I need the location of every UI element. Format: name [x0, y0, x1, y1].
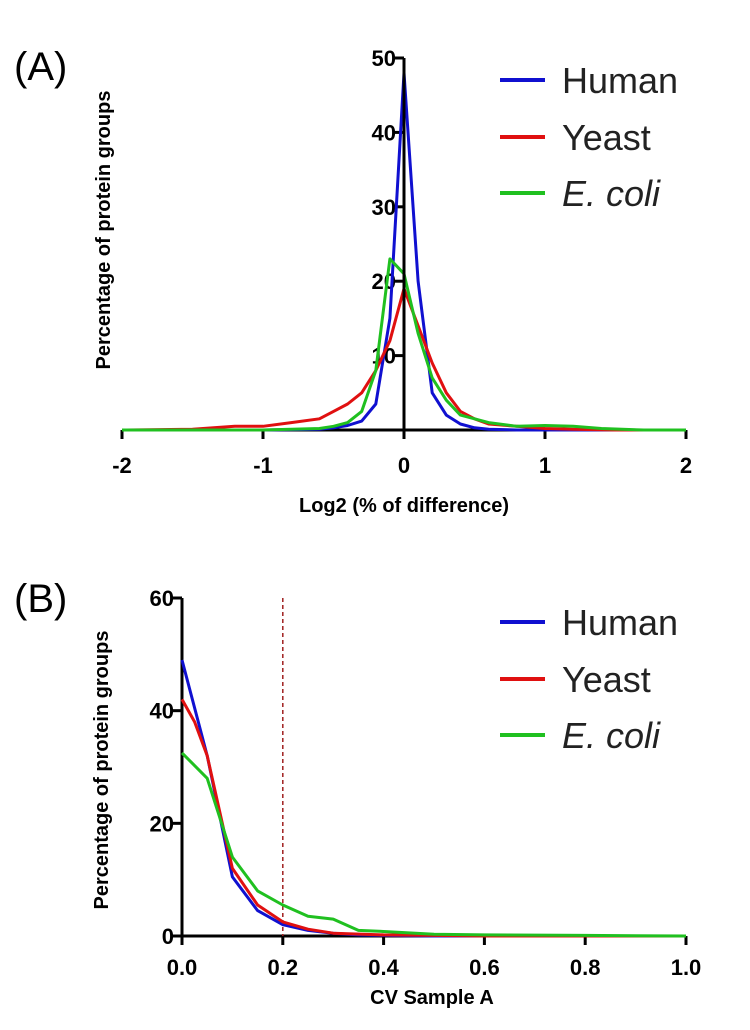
legend-label: E. coli — [562, 715, 661, 756]
y-tick-label: 20 — [150, 811, 174, 836]
y-axis-label: Percentage of protein groups — [93, 91, 115, 370]
chart-panel-b: (B) 0.0 0.2 0.4 0.6 0.8 1.0 0 20 40 60 CV Sample A P… — [14, 577, 701, 1009]
series-line-e-coli — [122, 257, 686, 432]
x-tick-label: 0 — [398, 453, 410, 478]
y-tick-label: 40 — [372, 120, 396, 145]
y-tick-label: 30 — [372, 195, 396, 220]
x-tick-label: 2 — [680, 453, 692, 478]
y-axis-label: Percentage of protein groups — [91, 631, 113, 910]
legend-label: Human — [562, 602, 678, 643]
x-tick-label: 1.0 — [671, 955, 702, 980]
x-axis-label: CV Sample A — [370, 987, 494, 1009]
x-tick-label: 0.8 — [570, 955, 601, 980]
x-tick-label: 0.6 — [469, 955, 500, 980]
legend-label: Yeast — [562, 659, 651, 700]
y-tick-label: 0 — [162, 924, 174, 949]
x-tick-label: -2 — [112, 453, 132, 478]
y-tick-label: 40 — [150, 699, 174, 724]
y-tick-label: 60 — [150, 586, 174, 611]
x-tick-label: -1 — [253, 453, 273, 478]
legend-label: Human — [562, 60, 678, 101]
panel-label: (B) — [14, 577, 67, 621]
x-tick-label: 1 — [539, 453, 551, 478]
legend-label: Yeast — [562, 117, 651, 158]
y-tick-label: 50 — [372, 46, 396, 71]
x-axis-label: Log2 (% of difference) — [299, 495, 509, 517]
panel-label: (A) — [14, 45, 67, 89]
x-tick-label: 0.4 — [368, 955, 399, 980]
series-line-human — [180, 659, 686, 938]
legend-label: E. coli — [562, 173, 661, 214]
x-tick-label: 0.0 — [167, 955, 198, 980]
series-line-e-coli — [180, 751, 687, 938]
x-tick-label: 0.2 — [268, 955, 299, 980]
